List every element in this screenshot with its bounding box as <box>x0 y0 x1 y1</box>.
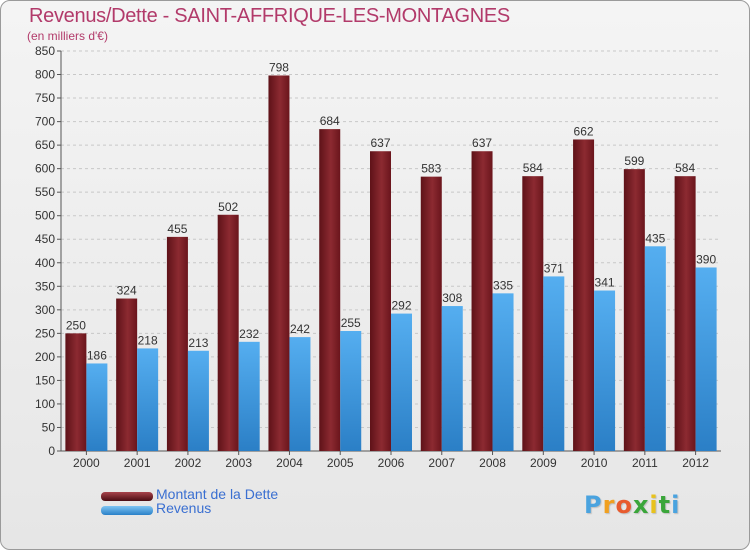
legend-label-dette: Montant de la Dette <box>156 486 279 502</box>
y-tick-label: 650 <box>35 138 55 152</box>
bar-dette <box>268 75 290 452</box>
chart-subtitle: (en milliers d'€) <box>27 29 108 43</box>
bar-dette <box>65 333 87 451</box>
y-tick-label: 500 <box>35 209 55 223</box>
y-tick-label: 50 <box>42 420 56 434</box>
x-tick-label: 2011 <box>632 456 658 470</box>
x-tick-label: 2002 <box>175 456 202 470</box>
chart-title: Revenus/Dette - SAINT-AFFRIQUE-LES-MONTA… <box>29 5 510 27</box>
data-label-revenus: 435 <box>645 231 665 245</box>
data-label-revenus: 186 <box>87 348 107 362</box>
data-label-dette: 583 <box>421 162 441 176</box>
data-label-revenus: 308 <box>442 291 462 305</box>
logo-letter: o <box>615 491 633 519</box>
x-tick-label: 2004 <box>276 456 303 470</box>
data-label-dette: 662 <box>574 124 594 138</box>
data-label-revenus: 292 <box>391 299 411 313</box>
y-tick-label: 850 <box>35 44 55 58</box>
legend-label-revenus: Revenus <box>156 500 212 516</box>
x-tick-label: 2001 <box>124 456 151 470</box>
bar-revenus <box>492 293 514 451</box>
bar-dette <box>623 169 645 451</box>
bar-dette <box>116 298 138 451</box>
y-tick-label: 250 <box>35 326 55 340</box>
y-tick-label: 400 <box>35 256 55 270</box>
y-tick-label: 550 <box>35 185 55 199</box>
bar-revenus <box>695 267 717 451</box>
bar-dette <box>166 236 188 451</box>
data-label-revenus: 255 <box>341 316 361 330</box>
logo-letter: r <box>602 491 616 519</box>
y-tick-label: 350 <box>35 279 55 293</box>
data-label-revenus: 213 <box>188 336 208 350</box>
y-tick-label: 300 <box>35 303 55 317</box>
x-tick-label: 2008 <box>479 456 506 470</box>
y-tick-label: 200 <box>35 350 55 364</box>
data-label-dette: 637 <box>472 136 492 150</box>
y-tick-label: 800 <box>35 68 55 82</box>
bar-revenus <box>391 313 412 451</box>
data-label-dette: 637 <box>370 136 390 150</box>
x-tick-label: 2000 <box>73 456 100 470</box>
data-label-dette: 599 <box>624 154 644 168</box>
logo-letter: i <box>671 491 681 519</box>
y-tick-label: 150 <box>35 373 55 387</box>
bar-revenus <box>340 331 362 451</box>
data-label-dette: 455 <box>167 222 187 236</box>
proxiti-logo: Proxiti <box>584 491 680 519</box>
bar-dette <box>522 176 544 452</box>
bar-revenus <box>594 290 616 451</box>
x-tick-label: 2003 <box>225 456 252 470</box>
bar-revenus <box>543 276 565 451</box>
x-tick-label: 2012 <box>682 456 709 470</box>
x-tick-label: 2007 <box>428 456 455 470</box>
bar-revenus <box>137 348 159 451</box>
data-label-dette: 684 <box>320 114 340 128</box>
data-label-dette: 584 <box>523 161 543 175</box>
data-label-revenus: 341 <box>595 276 615 290</box>
y-tick-label: 750 <box>35 91 55 105</box>
x-tick-label: 2006 <box>378 456 405 470</box>
y-tick-label: 700 <box>35 115 55 129</box>
data-label-revenus: 242 <box>290 322 310 336</box>
data-label-dette: 250 <box>66 318 86 332</box>
logo-letter: x <box>632 491 650 519</box>
logo-letter: t <box>658 491 672 519</box>
data-label-dette: 324 <box>117 284 137 298</box>
data-label-revenus: 390 <box>696 252 716 266</box>
x-tick-label: 2010 <box>581 456 608 470</box>
logo-letter: i <box>649 491 659 519</box>
bar-dette <box>370 151 391 451</box>
bar-revenus <box>238 341 260 451</box>
bar-revenus <box>86 363 108 451</box>
y-tick-label: 600 <box>35 162 55 176</box>
bar-revenus <box>187 350 209 451</box>
legend-swatch-dette <box>101 492 153 501</box>
bar-dette <box>471 151 493 451</box>
y-tick-label: 0 <box>48 444 55 458</box>
bar-revenus <box>289 337 311 451</box>
x-tick-label: 2009 <box>530 456 557 470</box>
bar-dette <box>573 139 595 451</box>
data-label-dette: 798 <box>269 60 289 74</box>
x-tick-label: 2005 <box>327 456 354 470</box>
data-label-revenus: 218 <box>138 333 158 347</box>
bar-dette <box>319 129 341 451</box>
data-label-dette: 502 <box>218 200 238 214</box>
bar-dette <box>420 176 442 451</box>
data-label-revenus: 335 <box>493 278 513 292</box>
data-label-revenus: 232 <box>239 327 259 341</box>
bar-dette <box>674 176 696 452</box>
data-label-dette: 584 <box>675 161 695 175</box>
legend-swatch-revenus <box>101 506 153 515</box>
y-tick-label: 100 <box>35 397 55 411</box>
bar-dette <box>217 214 239 451</box>
bar-revenus <box>441 306 463 451</box>
data-label-revenus: 371 <box>544 261 564 275</box>
y-tick-label: 450 <box>35 232 55 246</box>
logo-letter: P <box>584 491 603 519</box>
bar-revenus <box>644 246 666 451</box>
